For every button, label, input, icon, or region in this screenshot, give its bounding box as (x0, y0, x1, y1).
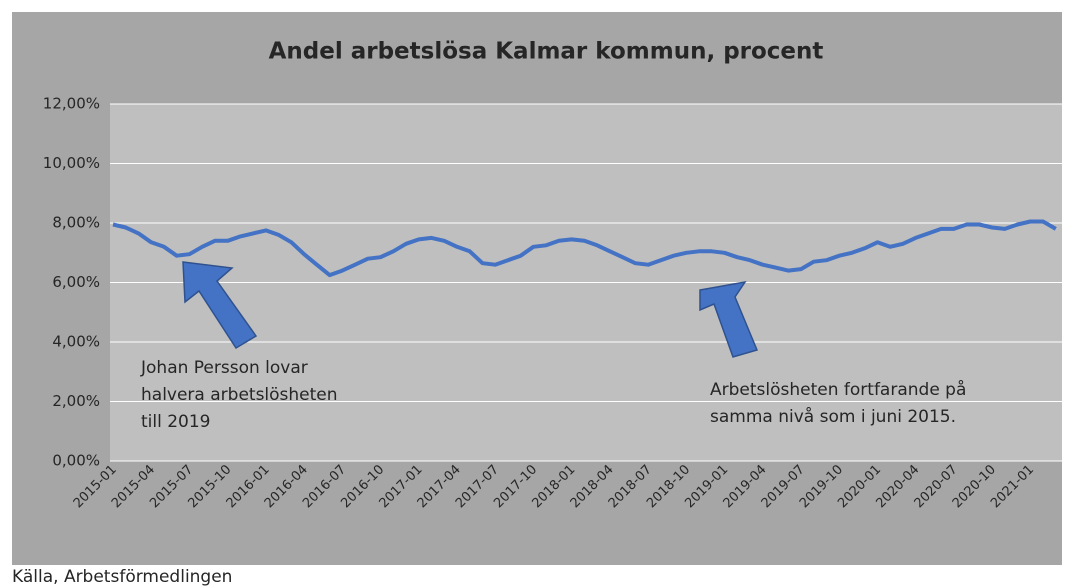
y-tick-label: 6,00% (52, 273, 100, 291)
annotation-line: Arbetslösheten fortfarande på (710, 379, 966, 400)
annotation-line: till 2019 (141, 412, 211, 432)
y-tick-label: 2,00% (52, 392, 100, 410)
annotation-line: Johan Persson lovar (140, 358, 308, 378)
data-line (112, 219, 1057, 278)
y-tick-label: 10,00% (43, 154, 100, 172)
y-tick-label: 8,00% (52, 214, 100, 232)
arrow (182, 261, 258, 350)
chart-title: Andel arbetslösa Kalmar kommun, procent (269, 39, 824, 65)
y-tick-label: 4,00% (52, 333, 100, 351)
arrow (699, 280, 759, 358)
annotations: Johan Persson lovar halvera arbetslöshete… (140, 358, 966, 432)
y-tick-label: 12,00% (43, 95, 100, 113)
source-note: Källa, Arbetsförmedlingen (12, 567, 232, 587)
marks (112, 219, 1057, 278)
y-tick-label: 0,00% (52, 452, 100, 470)
annotation-line: samma nivå som i juni 2015. (710, 406, 956, 427)
annotation-line: halvera arbetslösheten (141, 385, 338, 405)
